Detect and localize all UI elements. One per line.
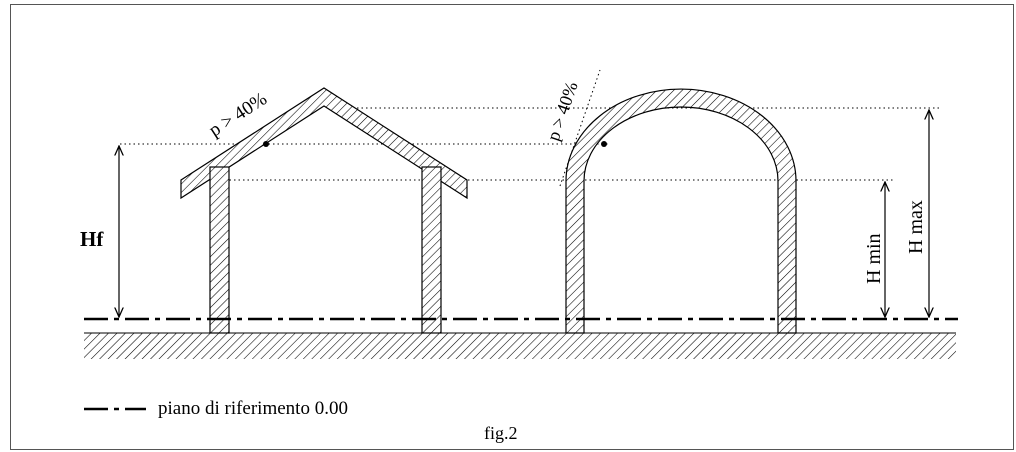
figure-caption: fig.2 [484,423,518,443]
gable-house [180,87,468,334]
figure-frame [10,4,1014,450]
arch-shape [565,88,797,334]
hf-label: Hf [80,227,104,251]
house-midpoint-dot [263,141,269,147]
ground-hatch [84,332,956,359]
legend-reference-plane: piano di riferimento 0.00 [158,398,348,419]
arch-structure [565,88,797,334]
h-min-label: H min [863,233,885,284]
arch-slope-label: p > 40% [543,79,582,143]
gable-roof [180,87,468,200]
house-left-wall [209,166,230,334]
h-max-label: H max [905,200,927,254]
dotted-guides [120,69,940,187]
arch-midpoint-dot [601,141,607,147]
house-right-wall [421,166,442,334]
